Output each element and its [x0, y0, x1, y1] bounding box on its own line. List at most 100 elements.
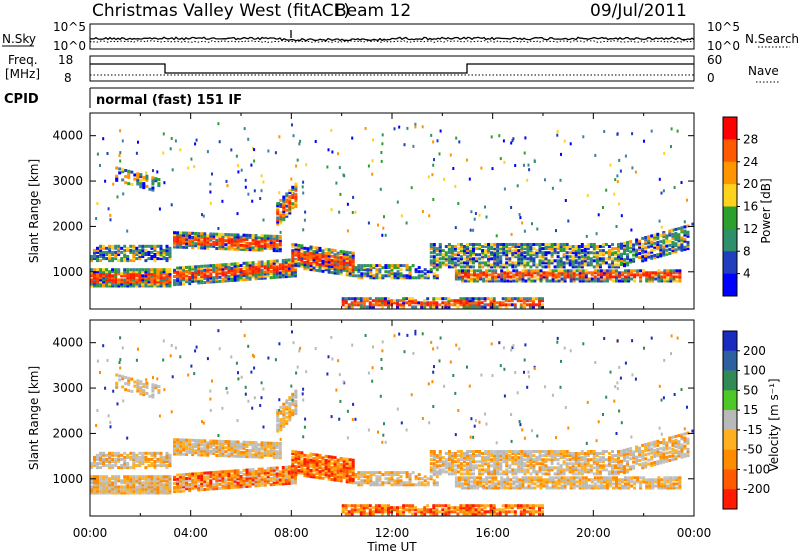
power-cell	[515, 279, 519, 283]
power-cell	[287, 262, 291, 266]
power-cell	[123, 259, 127, 263]
power-cell	[150, 278, 154, 282]
power-cell	[266, 260, 270, 264]
power-cell	[524, 136, 527, 140]
power-cell	[578, 271, 582, 275]
velocity-cell	[432, 466, 436, 470]
power-cell	[574, 255, 578, 259]
velocity-cell	[182, 446, 186, 450]
velocity-cell	[200, 484, 204, 488]
power-cell	[599, 269, 603, 273]
velocity-cell	[179, 452, 183, 456]
velocity-cell	[447, 462, 451, 466]
power-cell	[577, 255, 581, 259]
velocity-cell	[168, 489, 172, 493]
velocity-cell	[481, 458, 485, 462]
power-cell	[351, 253, 355, 257]
velocity-cell	[96, 487, 99, 491]
velocity-cell	[260, 477, 264, 481]
power-cell	[494, 279, 498, 283]
power-cell	[151, 186, 155, 190]
power-cell	[429, 251, 433, 255]
power-cell	[200, 244, 204, 248]
velocity-cell	[272, 478, 276, 482]
velocity-cell	[257, 480, 261, 483]
velocity-cell	[272, 476, 276, 480]
velocity-cell	[387, 473, 391, 477]
power-cell	[263, 272, 267, 276]
power-cell	[553, 259, 557, 263]
velocity-cell	[212, 443, 216, 447]
power-cell	[479, 273, 483, 277]
velocity-cell	[206, 445, 210, 449]
velocity-cell	[120, 491, 124, 495]
velocity-cell	[153, 485, 157, 489]
velocity-cell	[472, 466, 475, 470]
power-cell	[345, 252, 349, 256]
power-cell	[242, 235, 246, 239]
power-cell	[484, 205, 486, 209]
velocity-cell	[532, 458, 536, 462]
power-cell	[263, 276, 267, 280]
velocity-cell	[123, 475, 127, 479]
power-cell	[176, 266, 180, 270]
power-cell	[581, 271, 585, 275]
velocity-cell	[290, 477, 294, 481]
power-cell	[209, 276, 213, 280]
power-cell	[560, 279, 564, 283]
velocity-cell	[120, 485, 124, 489]
power-cell	[648, 279, 652, 283]
power-cell	[662, 239, 666, 243]
velocity-cell	[257, 471, 261, 475]
velocity-cell	[138, 460, 142, 463]
velocity-cell	[333, 462, 337, 466]
velocity-cell	[287, 475, 291, 479]
power-cell	[507, 303, 511, 307]
velocity-cell	[378, 471, 382, 475]
velocity-cell	[233, 483, 237, 487]
velocity-cell	[315, 469, 319, 473]
velocity-cell	[571, 452, 575, 455]
velocity-cell	[547, 452, 551, 455]
power-cell	[168, 257, 172, 261]
power-cell	[647, 245, 651, 249]
power-cell	[248, 267, 252, 271]
power-cell	[499, 261, 503, 265]
power-cell	[168, 272, 172, 276]
power-cell	[142, 178, 146, 181]
power-cell	[444, 255, 448, 259]
power-cell	[465, 305, 469, 309]
power-cell	[93, 274, 96, 278]
velocity-cell	[294, 389, 298, 393]
power-cell	[374, 301, 378, 305]
power-cell	[278, 202, 281, 205]
power-cell	[327, 248, 331, 252]
power-cell	[200, 279, 204, 283]
power-cell	[399, 264, 403, 268]
power-cell	[464, 273, 467, 277]
power-cell	[291, 245, 295, 248]
power-cell	[461, 279, 464, 283]
power-cell	[524, 273, 528, 277]
power-cell	[197, 238, 201, 242]
power-cell	[269, 234, 273, 238]
velocity-cell	[159, 453, 163, 457]
power-cell	[650, 254, 654, 258]
velocity-cell	[357, 471, 361, 475]
velocity-cell	[517, 452, 521, 455]
power-cell	[651, 275, 655, 279]
power-cell	[538, 263, 542, 267]
power-cell	[257, 244, 261, 248]
power-cell	[657, 273, 661, 277]
velocity-cell	[312, 457, 316, 461]
power-cell	[115, 176, 119, 180]
power-cell	[511, 261, 515, 265]
velocity-cell	[233, 481, 237, 485]
velocity-cell	[342, 461, 346, 465]
power-cell	[580, 243, 584, 246]
power-cell	[227, 235, 231, 239]
velocity-cell	[432, 479, 436, 483]
power-cell	[523, 257, 527, 261]
power-cell	[447, 247, 451, 251]
power-cell	[269, 272, 273, 276]
